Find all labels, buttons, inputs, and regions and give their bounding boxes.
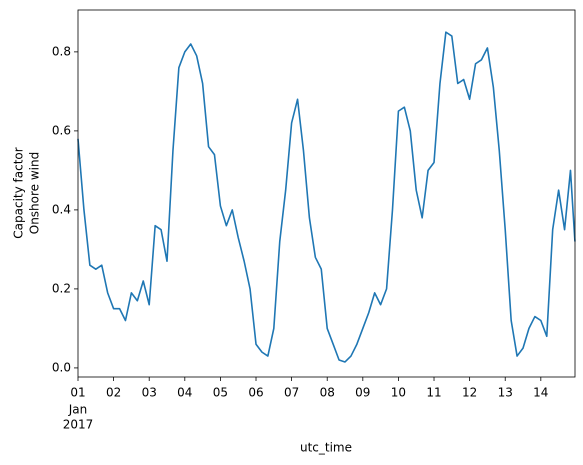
x-tick-label: 07 [284,386,299,400]
plot-frame [77,9,576,378]
x-axis-label: utc_time [300,441,352,455]
x-tick-label: 08 [320,386,335,400]
x-tick-label: 13 [498,386,513,400]
y-tick-label: 0.8 [52,44,71,58]
x-tick-label: 10 [391,386,406,400]
y-tick-label: 0.6 [52,123,71,137]
data-line [77,31,576,363]
y-tick-label: 0.0 [52,360,71,374]
year-label: 2017 [63,418,94,432]
x-tick-label: 09 [355,386,370,400]
x-tick-label: 03 [142,386,157,400]
y-axis-label: Onshore wind [28,152,42,235]
x-tick-label: 12 [462,386,477,400]
x-tick-label: 06 [248,386,263,400]
x-tick-label: 05 [213,386,228,400]
y-axis-label: Capacity factor [12,147,26,238]
month-label: Jan [68,403,88,417]
x-tick-label: 02 [106,386,121,400]
x-tick-label: 11 [426,386,441,400]
y-tick-label: 0.2 [52,281,71,295]
x-tick-label: 04 [177,386,192,400]
y-tick-label: 0.4 [52,202,71,216]
x-tick-label: 01 [70,386,85,400]
x-tick-label: 14 [533,386,548,400]
